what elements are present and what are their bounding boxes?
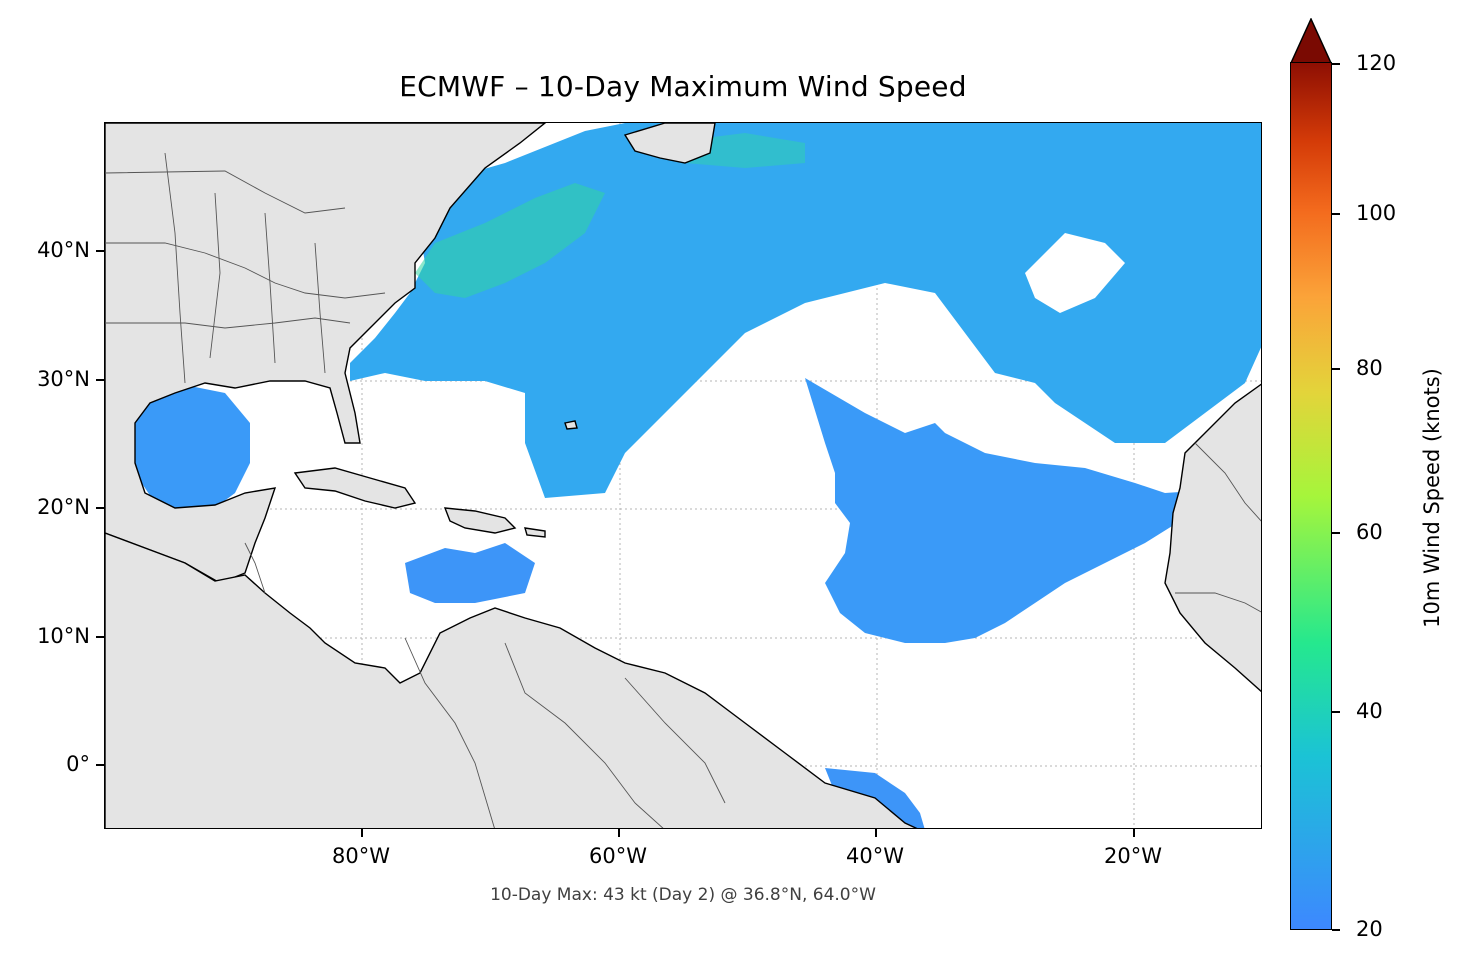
lat-tickmark [96, 379, 104, 381]
lat-tick-label: 10°N [37, 624, 90, 648]
colorbar-tick-label: 60 [1356, 520, 1383, 544]
lon-tick-label: 20°W [1104, 844, 1162, 868]
colorbar-tick-label: 20 [1356, 917, 1383, 941]
colorbar-tickmark [1332, 63, 1340, 65]
lat-tick-label: 20°N [37, 495, 90, 519]
map-title: ECMWF – 10-Day Maximum Wind Speed [399, 70, 967, 103]
colorbar-tick-label: 120 [1356, 51, 1397, 75]
colorbar-tick-label: 100 [1356, 201, 1397, 225]
map-panel[interactable] [104, 122, 1262, 829]
lat-tickmark [96, 507, 104, 509]
colorbar-extend-arrow [1290, 18, 1332, 64]
colorbar-tickmark [1332, 213, 1340, 215]
lon-tick-label: 60°W [589, 844, 647, 868]
colorbar-tickmark [1332, 368, 1340, 370]
colorbar-tick-label: 40 [1356, 699, 1383, 723]
colorbar-tickmark [1332, 711, 1340, 713]
lat-tickmark [96, 764, 104, 766]
lon-tick-label: 40°W [846, 844, 904, 868]
lon-tickmark [875, 829, 877, 837]
max-wind-annotation: 10-Day Max: 43 kt (Day 2) @ 36.8°N, 64.0… [490, 885, 876, 905]
colorbar-tickmark [1332, 929, 1340, 931]
lon-tickmark [361, 829, 363, 837]
colorbar [1290, 62, 1332, 930]
lat-tick-label: 0° [66, 752, 90, 776]
colorbar-tickmark [1332, 532, 1340, 534]
lat-tick-label: 40°N [37, 238, 90, 262]
colorbar-title: 10m Wind Speed (knots) [1420, 368, 1444, 628]
land [105, 123, 1261, 828]
lon-tickmark [1133, 829, 1135, 837]
map-canvas [105, 123, 1261, 828]
borders [105, 152, 1261, 828]
lon-tick-label: 80°W [332, 844, 390, 868]
colorbar-tick-label: 80 [1356, 356, 1383, 380]
lon-tickmark [618, 829, 620, 837]
lat-tick-label: 30°N [37, 367, 90, 391]
lat-tickmark [96, 636, 104, 638]
lat-tickmark [96, 250, 104, 252]
